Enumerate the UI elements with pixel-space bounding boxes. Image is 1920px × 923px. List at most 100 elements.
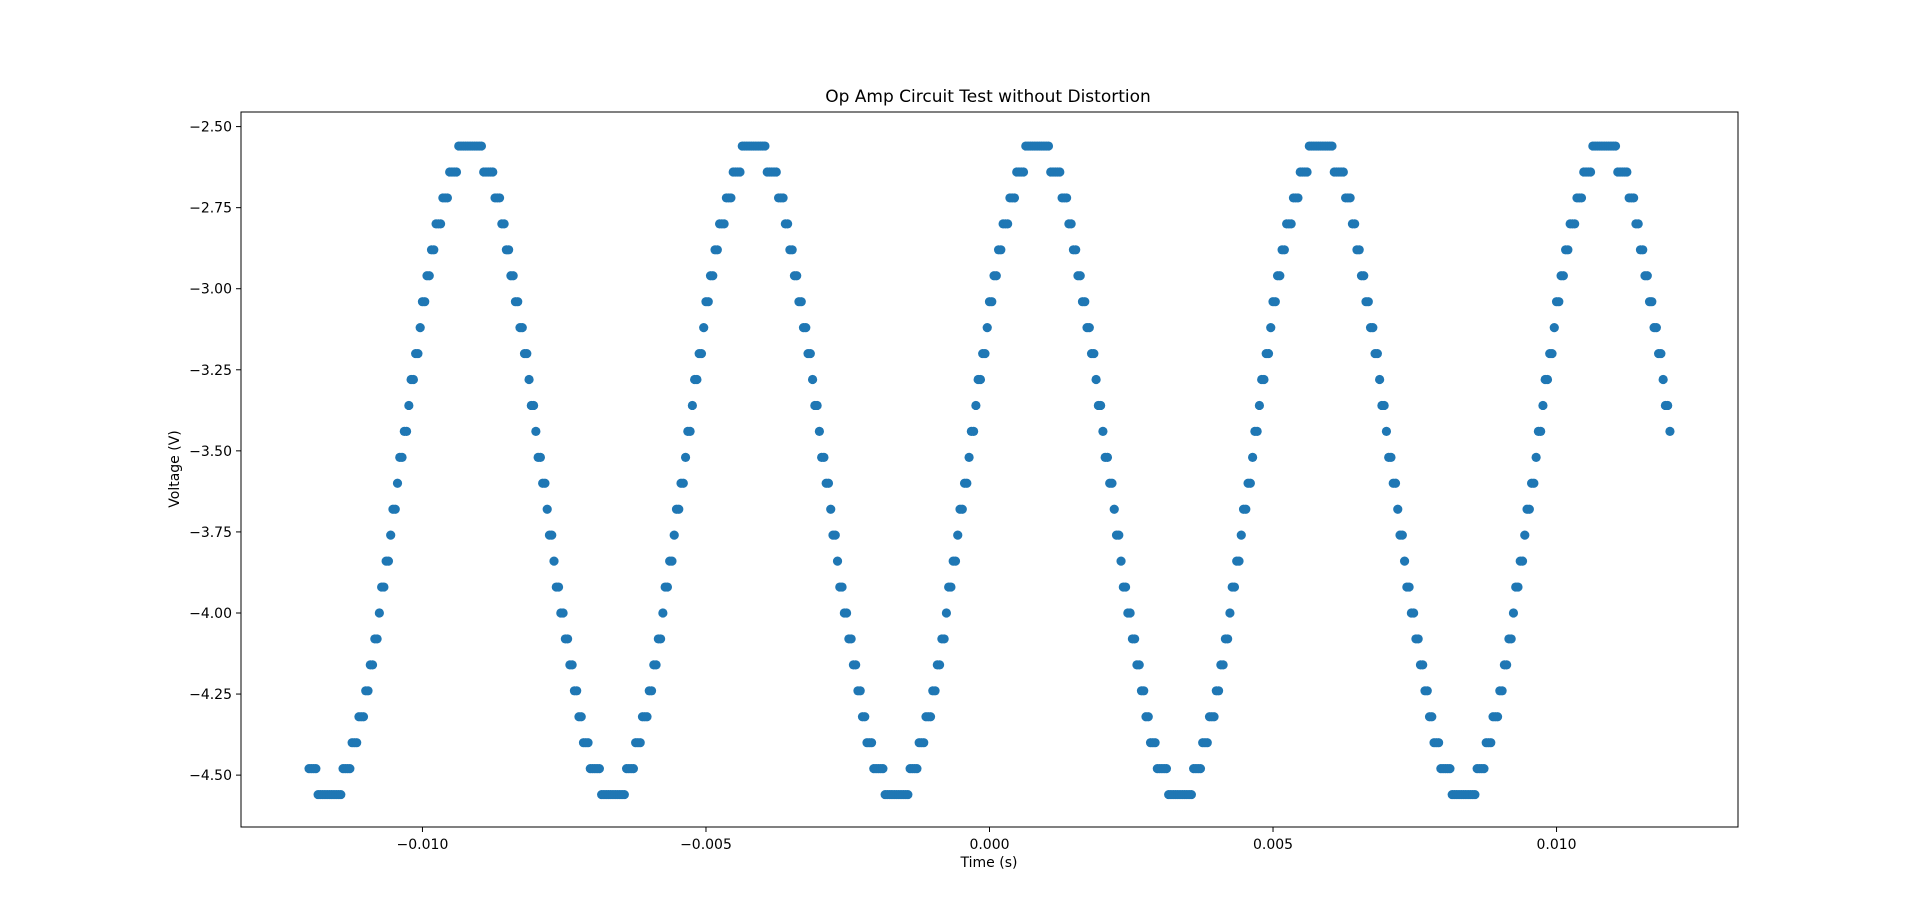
data-point (1350, 219, 1360, 229)
data-point (814, 426, 824, 436)
data-point (805, 348, 815, 359)
data-point (345, 764, 355, 774)
data-point (957, 504, 967, 514)
data-point (1270, 297, 1280, 307)
data-point (1434, 738, 1444, 748)
y-tick-label: −3.25 (189, 363, 232, 379)
data-point (726, 193, 736, 203)
data-point (1098, 426, 1108, 436)
data-point (1134, 660, 1144, 670)
data-point (925, 712, 936, 722)
data-point (531, 426, 541, 436)
data-point (429, 245, 439, 255)
data-point (1293, 193, 1303, 203)
data-point (1379, 400, 1389, 411)
data-point (494, 193, 505, 203)
data-point (367, 660, 378, 670)
data-point (1263, 348, 1274, 359)
data-point (442, 193, 452, 203)
data-point (1102, 452, 1113, 462)
data-point (1266, 323, 1276, 333)
data-point (1252, 426, 1262, 436)
data-point (1109, 504, 1119, 514)
data-point (1130, 634, 1140, 644)
data-point (832, 556, 843, 566)
data-point (930, 686, 940, 696)
data-point (488, 167, 498, 177)
data-point (1529, 478, 1539, 488)
data-point (692, 374, 702, 385)
data-point (1161, 764, 1172, 774)
data-point (787, 245, 797, 255)
chart-title: Op Amp Circuit Test without Distortion (825, 87, 1151, 107)
data-point (390, 504, 400, 514)
data-point (1538, 400, 1548, 411)
data-point (1409, 608, 1419, 618)
data-point (1576, 193, 1587, 203)
data-points (304, 141, 1675, 800)
data-point (1390, 478, 1401, 488)
data-point (712, 245, 722, 255)
data-point (1143, 712, 1153, 722)
y-tick-label: −2.75 (189, 201, 232, 217)
data-point (1549, 323, 1559, 333)
data-point (1536, 426, 1546, 436)
data-point (363, 686, 373, 696)
data-point (646, 686, 657, 696)
data-point (982, 323, 992, 333)
data-point (517, 323, 527, 333)
data-point (912, 764, 922, 774)
y-tick-label: −3.75 (189, 525, 232, 541)
data-point (524, 374, 534, 385)
data-point (669, 530, 679, 540)
data-point (563, 634, 573, 644)
data-point (540, 478, 550, 488)
data-point (1003, 219, 1013, 229)
data-point (1084, 323, 1094, 333)
y-tick-label: −4.25 (189, 687, 232, 703)
data-point (1327, 141, 1337, 151)
data-point (619, 789, 629, 800)
data-point (415, 323, 425, 333)
data-point (760, 141, 770, 151)
axes-frame (240, 111, 1739, 828)
data-point (386, 530, 396, 540)
data-point (1125, 608, 1135, 618)
data-point (392, 478, 403, 488)
data-point (1107, 478, 1117, 488)
data-point (476, 141, 487, 151)
data-point (1520, 530, 1530, 540)
data-point (1622, 167, 1632, 177)
data-point (919, 738, 929, 748)
data-point (576, 712, 586, 722)
data-point (508, 271, 518, 281)
data-point (807, 374, 818, 385)
data-point (642, 712, 652, 722)
data-point (975, 374, 986, 385)
data-point (535, 452, 546, 462)
data-point (830, 530, 840, 540)
data-point (1570, 219, 1580, 229)
data-point (1223, 634, 1233, 644)
data-point (336, 789, 346, 800)
data-point (1422, 686, 1432, 696)
data-point (878, 764, 888, 774)
data-point (939, 634, 949, 644)
data-point (1363, 297, 1373, 307)
data-point (1629, 193, 1639, 203)
data-point (1393, 504, 1403, 514)
data-point (1585, 167, 1596, 177)
data-point (658, 608, 668, 618)
data-point (1542, 374, 1553, 385)
data-point (801, 323, 811, 333)
data-point (866, 738, 877, 748)
data-point (1610, 141, 1621, 151)
data-point (1381, 426, 1392, 436)
data-point (1647, 297, 1657, 307)
data-point (1286, 219, 1296, 229)
x-tick-label: 0.010 (1536, 837, 1576, 853)
data-point (1563, 245, 1573, 255)
data-point (1236, 530, 1246, 540)
data-point (842, 608, 852, 618)
data-point (1241, 504, 1251, 514)
